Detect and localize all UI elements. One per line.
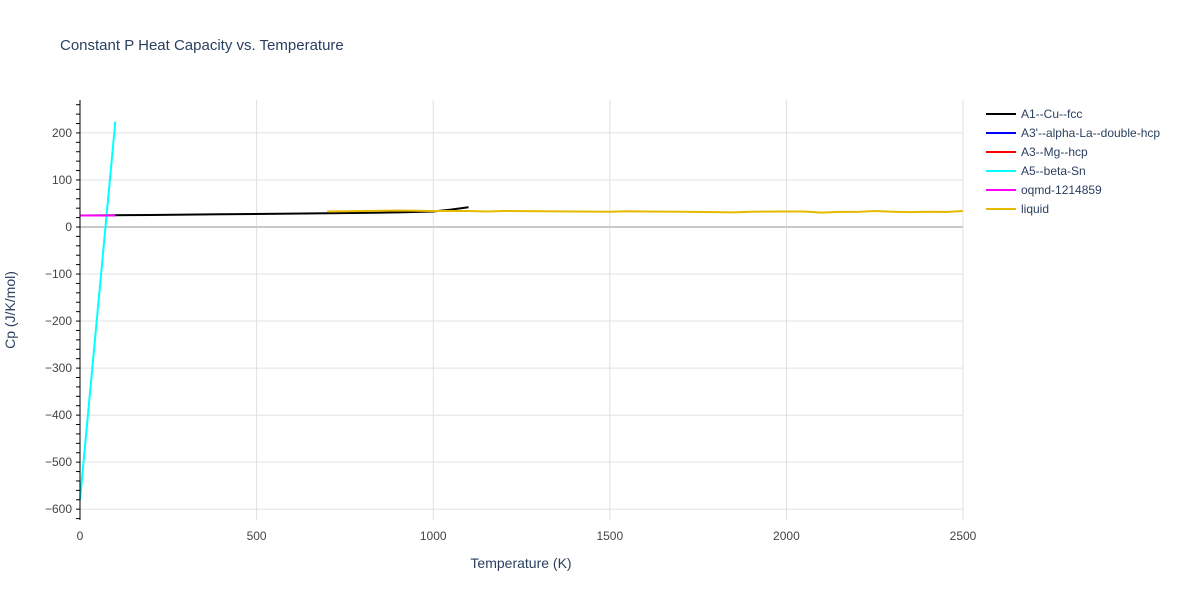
legend-label: A1--Cu--fcc (1021, 107, 1082, 121)
legend-label: liquid (1021, 202, 1049, 216)
series-line-liquid (327, 209, 964, 214)
y-tick-label: −600 (45, 502, 72, 516)
x-tick-label: 1000 (420, 529, 447, 543)
y-tick-label: −300 (45, 361, 72, 375)
y-tick-label: −200 (45, 314, 72, 328)
x-tick-label: 2000 (773, 529, 800, 543)
y-tick-label: −100 (45, 267, 72, 281)
legend-label: A5--beta-Sn (1021, 164, 1086, 178)
y-tick-label: 0 (65, 220, 72, 234)
x-tick-label: 1500 (596, 529, 623, 543)
y-tick-label: −400 (45, 408, 72, 422)
y-tick-label: 100 (52, 173, 72, 187)
chart-title: Constant P Heat Capacity vs. Temperature (60, 37, 344, 54)
y-axis-label: Cp (J/K/mol) (2, 271, 18, 349)
x-tick-label: 2500 (950, 529, 977, 543)
x-tick-label: 500 (247, 529, 267, 543)
x-axis-label: Temperature (K) (470, 555, 571, 571)
y-tick-label: −500 (45, 455, 72, 469)
x-tick-label: 0 (77, 529, 84, 543)
series-line-A5--beta-Sn (79, 121, 117, 500)
legend-label: A3'--alpha-La--double-hcp (1021, 126, 1160, 140)
legend-label: A3--Mg--hcp (1021, 145, 1088, 159)
legend-label: oqmd-1214859 (1021, 183, 1102, 197)
y-tick-label: 200 (52, 126, 72, 140)
